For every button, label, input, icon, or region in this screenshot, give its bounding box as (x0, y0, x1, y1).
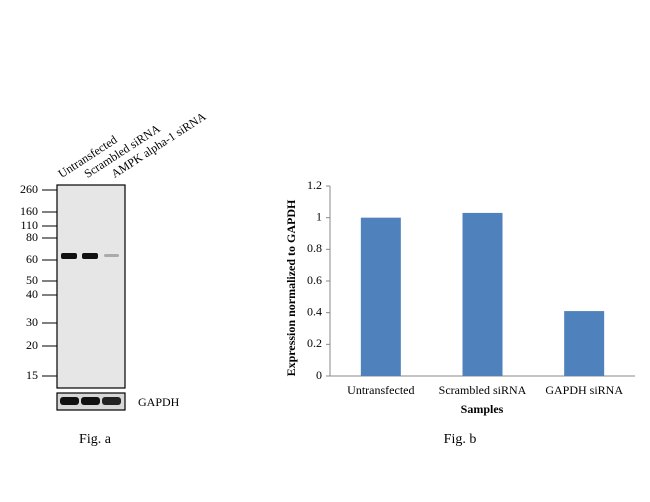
y-tick-label: 0.6 (307, 273, 322, 287)
bar (462, 212, 503, 376)
y-tick-label: 0 (316, 368, 322, 382)
y-tick-label: 0.2 (307, 336, 322, 350)
marker-label: 20 (26, 338, 38, 352)
y-axis-title: Expression normalized to GAPDH (284, 199, 298, 376)
x-tick-label: Scrambled siRNA (439, 383, 527, 397)
blot-band (81, 397, 100, 405)
marker-label: 160 (20, 204, 38, 218)
x-tick-label: GAPDH siRNA (545, 383, 623, 397)
loading-control-label: GAPDH (138, 395, 180, 409)
blot-membrane (56, 184, 126, 389)
marker-label: 80 (26, 230, 38, 244)
marker-label: 110 (20, 218, 38, 232)
y-tick-label: 0.8 (307, 241, 322, 255)
marker-label: 60 (26, 252, 38, 266)
blot-band (60, 397, 79, 405)
y-tick-label: 0.4 (307, 304, 322, 318)
y-tick-label: 1.2 (307, 178, 322, 192)
bar (564, 311, 605, 376)
y-tick-label: 1 (316, 209, 322, 223)
x-axis-title: Samples (461, 402, 504, 416)
blot-band (61, 253, 77, 259)
marker-label: 40 (26, 287, 38, 301)
blot-band (104, 254, 119, 257)
blot-band (102, 397, 121, 405)
marker-label: 50 (26, 273, 38, 287)
blot-band (82, 253, 98, 259)
marker-label: 260 (20, 182, 38, 196)
caption: Fig. b (444, 432, 477, 447)
bar (360, 217, 401, 376)
x-tick-label: Untransfected (347, 383, 414, 397)
marker-label: 30 (26, 315, 38, 329)
caption: Fig. a (79, 432, 112, 447)
marker-label: 15 (26, 368, 38, 382)
